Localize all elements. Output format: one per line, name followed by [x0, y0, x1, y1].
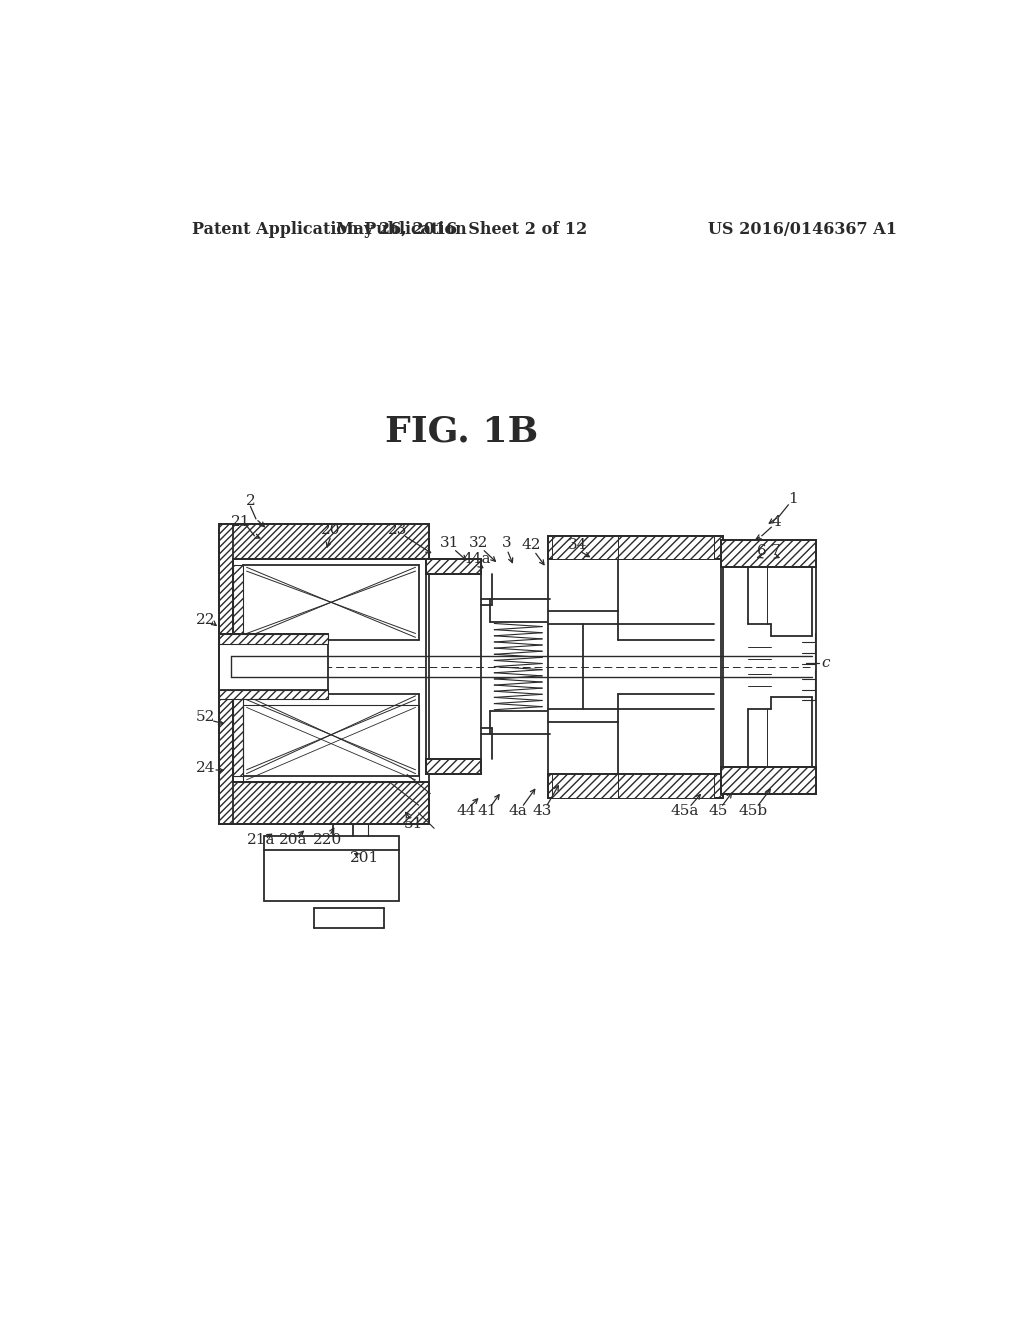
Bar: [233, 565, 243, 640]
Text: 45: 45: [709, 804, 728, 818]
Bar: [426, 759, 480, 775]
Bar: [721, 767, 816, 793]
Text: 201: 201: [350, 850, 379, 865]
Bar: [552, 775, 617, 797]
Bar: [721, 540, 816, 566]
Bar: [219, 524, 233, 825]
Bar: [219, 689, 328, 700]
Text: 23: 23: [388, 523, 408, 536]
Text: 42: 42: [521, 539, 541, 552]
Text: 31: 31: [440, 536, 460, 550]
Text: 4a: 4a: [509, 804, 527, 818]
Bar: [617, 536, 714, 558]
Text: 45a: 45a: [671, 804, 698, 818]
Text: 1: 1: [788, 492, 798, 506]
Bar: [219, 635, 328, 644]
Bar: [617, 775, 714, 797]
Text: 43: 43: [532, 804, 552, 818]
Bar: [548, 775, 723, 797]
Text: 45b: 45b: [738, 804, 767, 818]
Text: US 2016/0146367 A1: US 2016/0146367 A1: [708, 220, 897, 238]
Bar: [426, 558, 480, 574]
Text: 220: 220: [313, 833, 343, 847]
Text: 22: 22: [196, 614, 215, 627]
Text: 32: 32: [469, 536, 488, 550]
Text: 41: 41: [477, 804, 497, 818]
Text: 44: 44: [456, 804, 476, 818]
Bar: [219, 635, 328, 700]
Bar: [263, 836, 399, 902]
Text: 24: 24: [196, 762, 215, 775]
Text: 21: 21: [230, 515, 250, 529]
Bar: [233, 693, 243, 776]
Text: 3: 3: [502, 536, 511, 550]
Text: 34: 34: [568, 539, 587, 552]
Text: 51: 51: [403, 817, 423, 832]
Text: 4: 4: [771, 515, 780, 529]
Text: c: c: [821, 656, 830, 669]
Bar: [219, 524, 429, 558]
Bar: [552, 536, 617, 558]
Bar: [219, 781, 429, 825]
Bar: [548, 536, 723, 558]
Text: FIG. 1B: FIG. 1B: [385, 414, 538, 449]
Text: 44a: 44a: [463, 552, 490, 566]
Text: Patent Application Publication: Patent Application Publication: [191, 220, 466, 238]
Text: 52: 52: [196, 710, 215, 723]
Text: May 26, 2016  Sheet 2 of 12: May 26, 2016 Sheet 2 of 12: [336, 220, 587, 238]
Text: 21a: 21a: [247, 833, 275, 847]
Text: 2: 2: [246, 494, 255, 508]
Text: 7: 7: [770, 544, 780, 558]
Text: 20a: 20a: [279, 833, 307, 847]
Text: 6: 6: [757, 544, 767, 558]
Text: 20: 20: [322, 523, 341, 536]
